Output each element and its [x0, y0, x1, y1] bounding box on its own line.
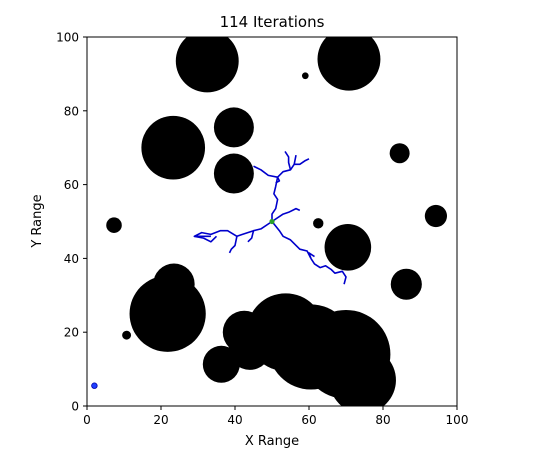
- y-tick-label-0: 0: [71, 400, 79, 414]
- obstacle-14: [122, 330, 132, 340]
- tree-branch-5: [275, 176, 281, 184]
- x-tick-label-5: 100: [446, 413, 469, 427]
- y-tick-label-2: 40: [64, 252, 79, 266]
- axis-ticks: 0 20 40 60 80 100 0 20 40 60 80 100: [56, 31, 468, 428]
- tree-branch-1: [277, 154, 297, 178]
- tree-branch-4: [253, 165, 278, 178]
- obstacle-10: [324, 224, 372, 271]
- obstacle-0: [175, 37, 239, 93]
- tree-branch-3: [284, 150, 292, 171]
- tree-branch-8: [247, 230, 255, 243]
- goal-point: [91, 382, 98, 389]
- obstacle-8: [313, 218, 324, 229]
- x-tick-label-2: 40: [227, 413, 242, 427]
- tree-branch-13: [310, 257, 347, 285]
- tree-branch-7: [236, 220, 273, 238]
- obstacle-2: [301, 72, 309, 80]
- obstacle-21: [329, 346, 396, 406]
- obstacle-17: [202, 345, 240, 383]
- obstacle-11: [390, 268, 422, 300]
- tree-branch-11: [194, 235, 218, 243]
- obstacle-4: [213, 107, 254, 148]
- tree-branch-9: [228, 236, 238, 254]
- tree-branch-10: [193, 229, 238, 238]
- plot-area: [91, 37, 448, 406]
- x-axis-label: X Range: [245, 434, 299, 449]
- tree-branch-6: [271, 207, 301, 223]
- obstacle-7: [106, 217, 122, 233]
- obstacle-6: [389, 143, 410, 164]
- obstacle-5: [213, 153, 254, 194]
- y-tick-label-5: 100: [56, 31, 79, 45]
- y-tick-label-4: 80: [64, 104, 79, 118]
- obstacle-9: [424, 204, 448, 228]
- start-point: [269, 218, 275, 225]
- obstacle-3: [141, 115, 206, 180]
- tree-branch-0: [271, 177, 279, 222]
- obstacle-1: [317, 37, 381, 91]
- chart-title: 114 Iterations: [220, 13, 325, 31]
- axes-frame: [86, 36, 458, 407]
- y-axis-label: Y Range: [30, 194, 45, 248]
- tree-branch-14: [308, 252, 315, 259]
- x-tick-label-4: 80: [375, 413, 390, 427]
- obstacle-13: [129, 275, 206, 352]
- tree-branch-2: [294, 158, 310, 166]
- y-tick-label-3: 60: [64, 178, 79, 192]
- x-tick-label-1: 20: [153, 413, 168, 427]
- x-tick-label-3: 60: [301, 413, 316, 427]
- tree-branch-12: [271, 220, 312, 259]
- y-tick-label-1: 20: [64, 326, 79, 340]
- x-tick-label-0: 0: [83, 413, 91, 427]
